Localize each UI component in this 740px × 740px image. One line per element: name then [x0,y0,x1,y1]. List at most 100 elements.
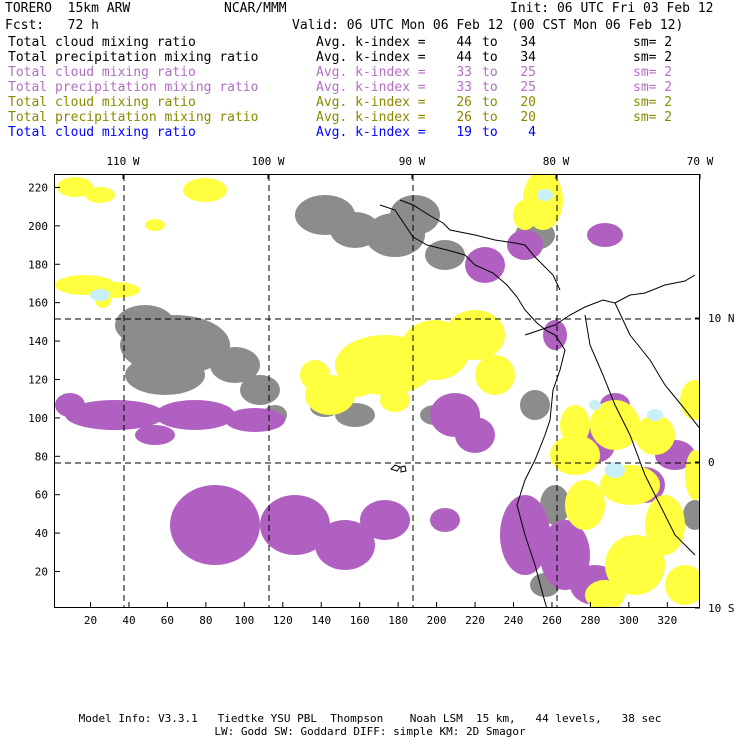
y-tick-label: 140 [28,335,48,348]
legend-field: Total precipitation mixing ratio [8,110,259,125]
y-tick-label: 120 [28,373,48,386]
legend-to: to [482,110,498,125]
y-tick-label: 220 [28,181,48,194]
legend-field: Total cloud mixing ratio [8,95,196,110]
legend-v1: 33 [456,65,472,80]
legend-v1: 26 [456,110,472,125]
purple-cloud-area [587,223,623,247]
y-tick-label: 160 [28,297,48,310]
legend-to: to [482,80,498,95]
x-tick-label: 240 [504,614,524,627]
purple-cloud-area [360,500,410,540]
x-tick-label: 80 [199,614,212,627]
yellow-cloud-area [335,373,375,397]
central-america-coast [379,204,556,336]
y-tick-label: 20 [35,566,48,579]
latitude-label: 10 N [708,312,735,325]
coastline-layer [379,199,699,607]
x-tick-label: 60 [161,614,174,627]
yellow-cloud-area [145,219,165,231]
galapagos-islands [390,464,407,473]
y-tick-label: 80 [35,450,48,463]
legend-v2: 34 [520,50,536,65]
legend-to: to [482,50,498,65]
legend-avg: Avg. k-index = [316,110,426,125]
latitude-label: 10 S [708,602,735,615]
y-tick-label: 40 [35,527,48,540]
gray-cloud-area [520,390,550,420]
cyan-cloud-area [605,462,625,478]
x-tick-label: 120 [273,614,293,627]
purple-cloud-area [315,520,375,570]
longitude-label: 110 W [106,155,139,168]
purple-cloud-area [225,408,285,432]
physics-info-line: LW: Godd SW: Goddard DIFF: simple KM: 2D… [214,725,526,738]
yellow-cloud-area [475,355,515,395]
national-border [584,314,696,556]
legend-v2: 4 [528,125,536,140]
legend-v2: 25 [520,80,536,95]
yellow-cloud-area [645,495,685,555]
yellow-cloud-area [585,580,625,607]
y-tick-label: 60 [35,489,48,502]
cyan-cloud-area [589,400,601,410]
purple-cloud-area [430,508,460,532]
yellow-cloud-area [560,405,590,445]
yellow-cloud-area [445,310,505,360]
legend-field: Total precipitation mixing ratio [8,50,259,65]
longitude-label: 80 W [543,155,570,168]
south-america-west-coast [516,334,566,607]
legend-sm: sm= 2 [633,110,673,125]
purple-cloud-area [135,425,175,445]
gray-cloud-area [115,305,175,345]
legend-sm: sm= 2 [633,35,673,50]
yellow-cloud-area [380,388,410,412]
x-tick-label: 300 [619,614,639,627]
yellow-cloud-area [513,200,537,230]
national-border-2 [614,302,699,429]
legend-row: Total cloud mixing ratio Avg. k-index = 26… [8,95,728,110]
legend-field: Total cloud mixing ratio [8,65,196,80]
legend-v1: 26 [456,95,472,110]
cyan-cloud-area [90,289,110,301]
legend-row: Total cloud mixing ratio Avg. k-index = 19… [8,125,728,140]
map-panel [54,174,700,608]
weather-map [55,175,699,607]
x-tick-label: 320 [657,614,677,627]
x-tick-label: 140 [311,614,331,627]
y-tick-label: 100 [28,412,48,425]
longitude-label: 90 W [399,155,426,168]
gray-cloud-area [540,485,570,525]
legend-v1: 19 [456,125,472,140]
purple-cloud-area [260,495,330,555]
yellow-cloud-area [605,535,665,595]
purple-cloud-area [170,485,260,565]
south-america-north-coast [524,274,696,336]
legend-v1: 33 [456,80,472,95]
legend-v2: 34 [520,35,536,50]
y-tick-label: 200 [28,220,48,233]
legend-field: Total cloud mixing ratio [8,35,196,50]
yellow-cloud-area [57,177,93,197]
cloud-shading-layer [55,175,699,607]
forecast-hour: Fcst: 72 h [5,18,99,33]
purple-cloud-area [55,393,85,417]
legend-avg: Avg. k-index = [316,65,426,80]
gray-cloud-area [390,195,440,235]
x-tick-label: 180 [388,614,408,627]
gray-cloud-area [425,240,465,270]
legend-sm: sm= 2 [633,80,673,95]
legend-sm: sm= 2 [633,50,673,65]
x-tick-label: 220 [465,614,485,627]
x-tick-label: 20 [84,614,97,627]
yellow-cloud-area [565,480,605,530]
model-info-line: Model Info: V3.3.1 Tiedtke YSU PBL Thomp… [78,712,662,725]
gray-cloud-area [210,347,260,383]
latitude-label: 0 [708,456,715,469]
init-time: Init: 06 UTC Fri 03 Feb 12 [510,1,714,16]
legend-avg: Avg. k-index = [316,80,426,95]
x-tick-label: 40 [122,614,135,627]
legend-v2: 20 [520,110,536,125]
purple-cloud-area [465,247,505,283]
purple-cloud-area [65,400,165,430]
